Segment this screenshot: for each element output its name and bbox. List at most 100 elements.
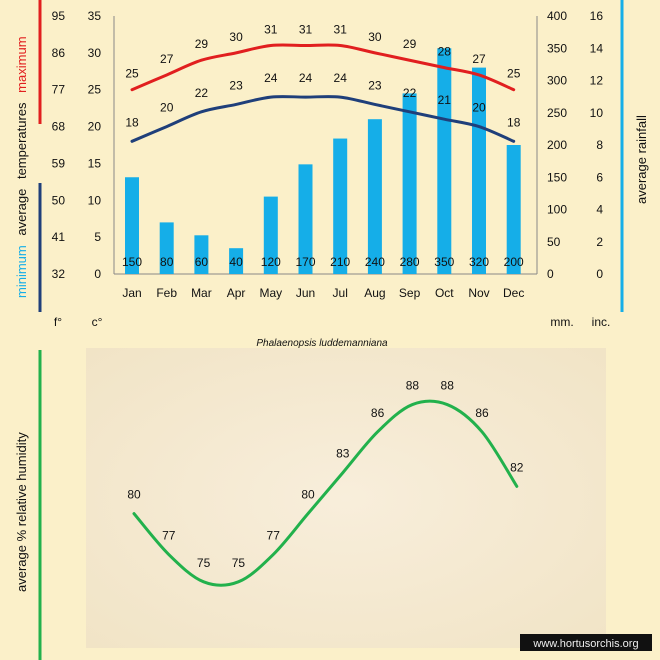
month-label: Dec — [503, 286, 524, 300]
fahrenheit-tick: 68 — [52, 120, 66, 134]
inch-tick: 0 — [596, 267, 603, 281]
maximum-value-label: 30 — [368, 30, 382, 44]
rainfall-value-label: 120 — [261, 255, 281, 269]
mm-tick: 0 — [547, 267, 554, 281]
maximum-value-label: 29 — [195, 37, 209, 51]
label-temperatures: temperatures — [14, 102, 29, 179]
fahrenheit-tick: 95 — [52, 9, 66, 23]
minimum-value-label: 18 — [125, 115, 139, 129]
humidity-value-label: 88 — [441, 379, 455, 393]
fahrenheit-tick: 59 — [52, 156, 66, 170]
rainfall-bar — [437, 48, 452, 274]
inch-tick: 8 — [596, 138, 603, 152]
watermark: www.hortusorchis.org — [532, 638, 638, 650]
rainfall-bar — [333, 138, 348, 274]
maximum-value-label: 27 — [160, 52, 174, 66]
humidity-line — [132, 399, 519, 587]
maximum-value-label: 31 — [299, 22, 313, 36]
inch-tick: 16 — [590, 9, 604, 23]
rainfall-value-label: 350 — [434, 255, 454, 269]
celsius-unit: c° — [92, 315, 103, 329]
minimum-value-label: 22 — [195, 86, 209, 100]
month-label: Aug — [364, 286, 385, 300]
inch-tick: 14 — [590, 41, 604, 55]
rainfall-value-label: 200 — [504, 255, 524, 269]
humidity-value-label: 86 — [475, 406, 489, 420]
rainfall-axis-label: average rainfall — [634, 115, 649, 204]
maximum-temperature-line — [130, 43, 516, 92]
celsius-tick: 20 — [88, 120, 102, 134]
humidity-value-label: 83 — [336, 447, 350, 461]
fahrenheit-tick: 41 — [52, 230, 66, 244]
maximum-value-label: 31 — [334, 22, 348, 36]
inch-tick: 12 — [590, 74, 604, 88]
minimum-temperature-line — [130, 95, 516, 143]
rainfall-bar — [125, 177, 139, 274]
humidity-value-label: 82 — [510, 460, 524, 474]
mm-tick: 200 — [547, 138, 567, 152]
month-label: Apr — [227, 286, 246, 300]
rainfall-value-label: 170 — [295, 255, 315, 269]
month-label: Oct — [435, 286, 454, 300]
minimum-value-label: 18 — [507, 115, 521, 129]
rainfall-bar — [402, 93, 417, 275]
minimum-value-label: 24 — [264, 71, 278, 85]
month-label: Jan — [122, 286, 141, 300]
minimum-value-label: 23 — [368, 78, 382, 92]
humidity-value-label: 80 — [127, 488, 141, 502]
celsius-tick: 15 — [88, 156, 102, 170]
humidity-value-label: 77 — [267, 529, 281, 543]
minimum-value-label: 23 — [229, 78, 243, 92]
rainfall-value-label: 240 — [365, 255, 385, 269]
inch-unit: inc. — [592, 315, 611, 329]
fahrenheit-unit: f° — [54, 315, 62, 329]
inch-tick: 4 — [596, 203, 603, 217]
celsius-tick: 5 — [94, 230, 101, 244]
month-label: Nov — [468, 286, 489, 300]
month-label: Jul — [333, 286, 348, 300]
inch-tick: 10 — [590, 106, 604, 120]
month-label: Sep — [399, 286, 421, 300]
celsius-tick: 30 — [88, 46, 102, 60]
temperature-axis-label: minimum average temperatures maximum — [14, 36, 29, 298]
humidity-panel — [86, 348, 606, 648]
month-label: Feb — [156, 286, 177, 300]
inch-tick: 6 — [596, 170, 603, 184]
rainfall-value-label: 60 — [195, 255, 209, 269]
fahrenheit-tick: 50 — [52, 193, 66, 207]
minimum-value-label: 20 — [472, 101, 486, 115]
label-average: average — [14, 189, 29, 236]
maximum-value-label: 25 — [507, 67, 521, 81]
humidity-value-label: 80 — [301, 488, 315, 502]
humidity-value-label: 75 — [232, 556, 246, 570]
rainfall-value-label: 150 — [122, 255, 142, 269]
mm-tick: 300 — [547, 74, 567, 88]
celsius-tick: 0 — [94, 267, 101, 281]
label-maximum: maximum — [14, 36, 29, 92]
label-minimum: minimum — [14, 245, 29, 298]
mm-tick: 400 — [547, 9, 567, 23]
rainfall-bar — [263, 196, 278, 274]
celsius-tick: 25 — [88, 83, 102, 97]
watermark-box — [520, 634, 652, 651]
month-label: Mar — [191, 286, 212, 300]
mm-tick: 50 — [547, 235, 561, 249]
maximum-value-label: 30 — [229, 30, 243, 44]
celsius-tick: 35 — [88, 9, 102, 23]
maximum-value-label: 29 — [403, 37, 417, 51]
maximum-value-label: 28 — [438, 45, 452, 59]
fahrenheit-tick: 32 — [52, 267, 66, 281]
rainfall-value-label: 320 — [469, 255, 489, 269]
chart-marks: 3241505968778695051015202530350501001502… — [52, 9, 604, 587]
maximum-value-label: 27 — [472, 52, 486, 66]
humidity-value-label: 86 — [371, 406, 385, 420]
mm-unit: mm. — [550, 315, 573, 329]
minimum-value-label: 24 — [334, 71, 348, 85]
fahrenheit-tick: 86 — [52, 46, 66, 60]
minimum-value-label: 21 — [438, 93, 452, 107]
rainfall-value-label: 40 — [229, 255, 243, 269]
minimum-value-label: 22 — [403, 86, 417, 100]
rainfall-value-label: 210 — [330, 255, 350, 269]
humidity-axis-label: average % relative humidity — [14, 432, 29, 592]
